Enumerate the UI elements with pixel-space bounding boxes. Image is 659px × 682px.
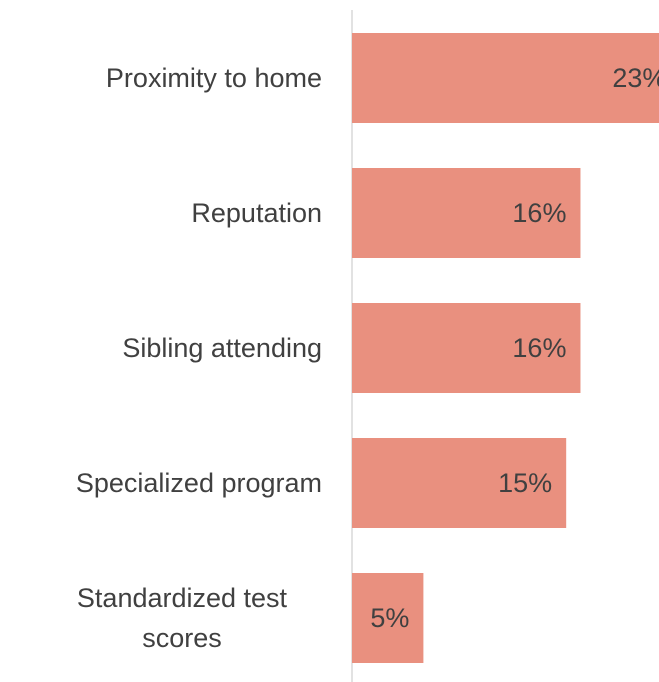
category-label-box: Reputation	[0, 168, 322, 258]
category-label-box: Standardized test scores	[0, 573, 322, 663]
data-label: 16%	[512, 333, 566, 363]
y-tick-label: Proximity to home	[105, 63, 322, 93]
data-label: 5%	[370, 603, 409, 633]
bar	[352, 438, 567, 528]
y-tick-label: Standardized test scores	[76, 583, 288, 653]
data-label: 15%	[498, 468, 552, 498]
y-tick-label: Sibling attending	[122, 333, 322, 363]
category-label-box: Sibling attending	[0, 303, 322, 393]
bar	[352, 33, 659, 123]
bar	[352, 303, 581, 393]
bar	[352, 168, 581, 258]
bar	[352, 573, 424, 663]
category-label-box: Proximity to home	[0, 33, 322, 123]
data-label: 23%	[612, 63, 659, 93]
category-label-box: Specialized program	[0, 438, 322, 528]
y-tick-label: Reputation	[191, 198, 322, 228]
data-label: 16%	[512, 198, 566, 228]
y-tick-label: Specialized program	[75, 468, 322, 498]
